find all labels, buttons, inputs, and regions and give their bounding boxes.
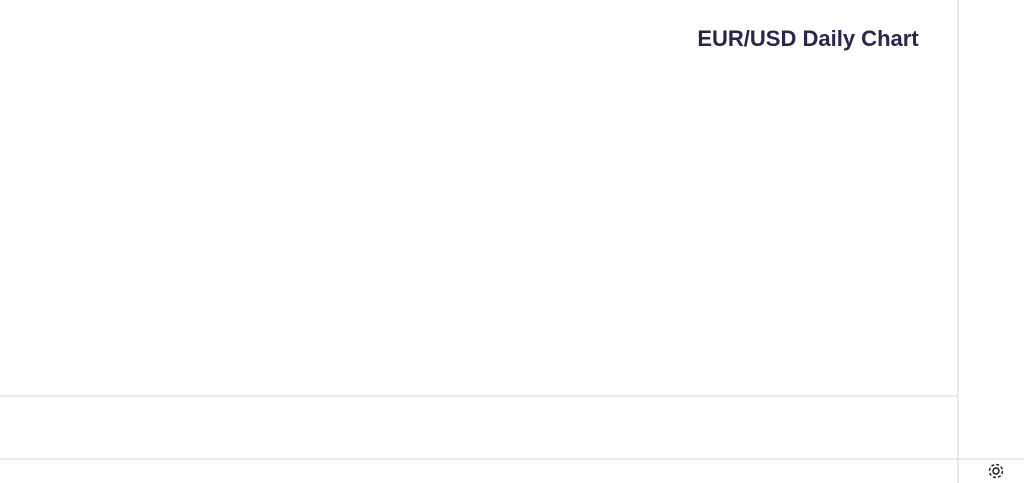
chart-title: EUR/USD Daily Chart [697, 26, 919, 51]
settings-icon[interactable] [988, 463, 1004, 479]
